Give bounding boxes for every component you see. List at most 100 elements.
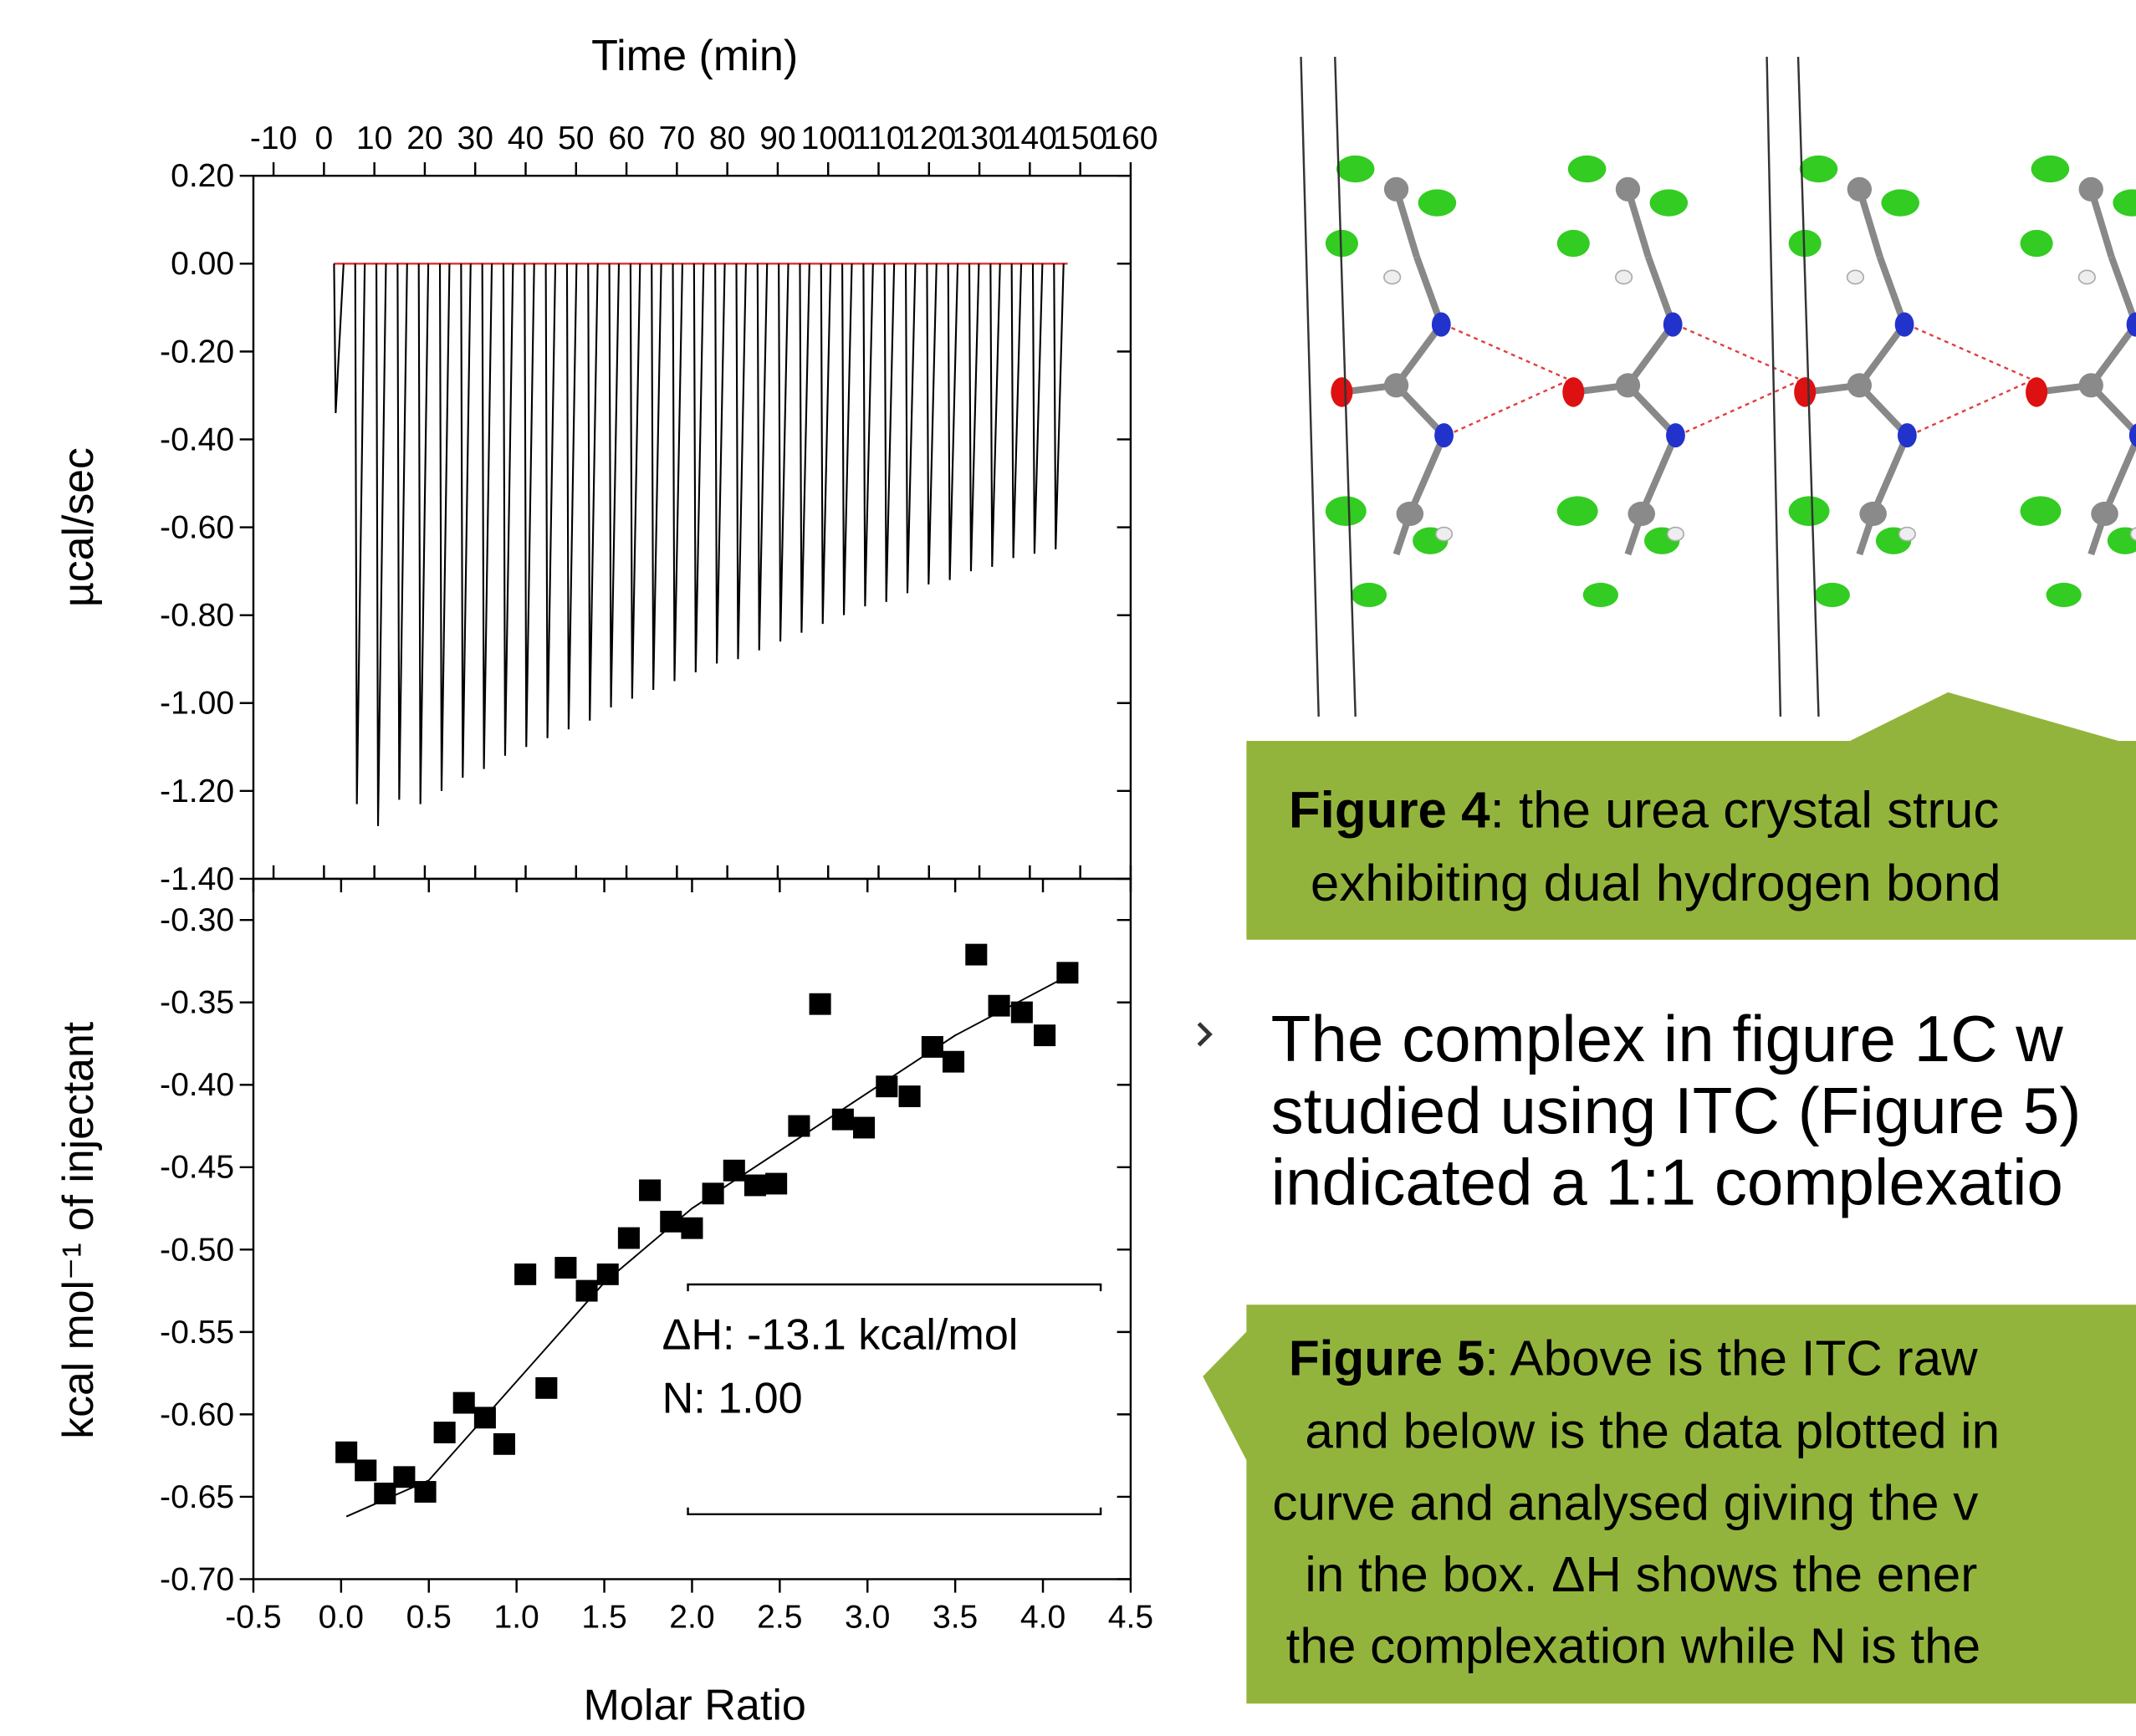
molecule-copy	[1789, 156, 2030, 607]
x-tick-label: 0.0	[319, 1600, 364, 1636]
data-point	[597, 1264, 619, 1285]
injection-peak	[800, 263, 809, 632]
injection-peak	[524, 263, 534, 747]
injection-peak	[715, 263, 724, 663]
data-point	[1034, 1024, 1055, 1046]
figure5-caption: in the box. ΔH shows the ener	[1305, 1546, 1977, 1602]
x-tick-label: 1.5	[581, 1600, 626, 1636]
data-point	[899, 1085, 921, 1107]
data-point	[514, 1264, 536, 1285]
injection-peak	[779, 263, 788, 641]
y-axis-title: kcal mol⁻¹ of injectant	[54, 1021, 103, 1438]
x-tick-label: 10	[356, 120, 392, 156]
figure5-caption: Figure 5: Above is the ITC raw	[1289, 1330, 1978, 1386]
bullet-text: indicated a 1:1 complexatio	[1271, 1146, 2063, 1219]
y-tick-label: -0.65	[160, 1479, 234, 1515]
y-tick-label: 0.00	[171, 246, 234, 282]
x-tick-label: 100	[801, 120, 856, 156]
y-tick-label: -1.40	[160, 861, 234, 897]
injection-peak	[610, 263, 619, 707]
data-point	[618, 1228, 640, 1249]
injection-peak	[1054, 263, 1063, 549]
injection-peak	[863, 263, 872, 606]
data-point	[876, 1075, 897, 1097]
injection-peak	[355, 263, 365, 804]
y-tick-label: -0.70	[160, 1562, 234, 1598]
x-tick-label: 3.5	[933, 1600, 978, 1636]
injection-peak	[503, 263, 513, 756]
x-tick-label: 40	[508, 120, 544, 156]
caption-label: Figure 5	[1289, 1330, 1484, 1386]
y-tick-label: -0.40	[160, 422, 234, 458]
x-tick-label: 90	[759, 120, 795, 156]
injection-peak	[546, 263, 555, 738]
x-tick-label: 20	[406, 120, 442, 156]
y-tick-label: -0.30	[160, 902, 234, 938]
y-tick-label: -0.60	[160, 510, 234, 546]
x-tick-label: 80	[709, 120, 745, 156]
injection-peak	[376, 263, 386, 826]
data-point	[576, 1280, 598, 1302]
injection-peak	[758, 263, 767, 650]
y-axis-title: µcal/sec	[54, 447, 103, 607]
data-point	[681, 1218, 703, 1239]
data-point	[453, 1392, 475, 1414]
injection-peak	[652, 263, 661, 690]
poster: Figure 4: the urea crystal struc exhibit…	[0, 0, 2136, 1736]
x-tick-label: 50	[558, 120, 594, 156]
injection-peak	[673, 263, 682, 681]
data-point	[989, 995, 1010, 1017]
y-tick-label: -1.00	[160, 686, 234, 722]
molecule-copy	[2021, 156, 2136, 607]
x-tick-label: 120	[902, 120, 956, 156]
y-tick-label: 0.20	[171, 158, 234, 194]
x-tick-label: 140	[1003, 120, 1057, 156]
figure4-caption: exhibiting dual hydrogen bond	[1311, 855, 2001, 912]
injection-peak	[694, 263, 703, 672]
injection-peak	[927, 263, 936, 585]
injection-peak	[842, 263, 851, 615]
bullet-text: studied using ITC (Figure 5)	[1271, 1074, 2082, 1147]
x-tick-label: -10	[250, 120, 297, 156]
injection-peak	[969, 263, 979, 571]
data-point	[965, 944, 987, 966]
data-point	[355, 1459, 376, 1481]
data-point	[554, 1257, 576, 1279]
y-tick-label: -0.55	[160, 1315, 234, 1351]
figure5-caption: curve and analysed giving the v	[1272, 1475, 1978, 1531]
x-axis-title: Time (min)	[591, 32, 798, 80]
y-tick-label: -0.60	[160, 1396, 234, 1432]
data-point	[415, 1481, 437, 1503]
data-point	[374, 1483, 396, 1504]
injection-peak	[334, 263, 343, 413]
x-tick-label: 130	[952, 120, 1006, 156]
crystal-structure-image	[1301, 57, 2136, 717]
x-tick-label: 60	[608, 120, 644, 156]
figure4-caption: Figure 4: the urea crystal struc	[1289, 782, 1999, 840]
y-tick-label: -0.50	[160, 1232, 234, 1268]
injection-peak	[440, 263, 449, 791]
page: {"chart_data": [ {"type": "spike", "xlab…	[0, 0, 2136, 1736]
data-point	[703, 1182, 724, 1204]
data-point	[335, 1442, 357, 1463]
injection-peak	[1012, 263, 1021, 558]
bullet-marker	[1198, 1024, 1209, 1045]
injection-peak	[419, 263, 428, 804]
injection-peak	[906, 263, 915, 593]
data-point	[660, 1211, 682, 1233]
injection-peak	[948, 263, 958, 580]
caption-text: : Above is the ITC raw	[1484, 1330, 1978, 1386]
data-point	[639, 1179, 661, 1201]
injection-peak	[736, 263, 745, 659]
data-point	[723, 1160, 745, 1182]
x-tick-label: 150	[1053, 120, 1107, 156]
y-tick-label: -0.80	[160, 598, 234, 634]
injection-peak	[588, 263, 597, 720]
x-tick-label: 2.0	[669, 1600, 714, 1636]
data-point	[493, 1433, 515, 1455]
injection-peak	[483, 263, 492, 768]
x-tick-label: 4.0	[1020, 1600, 1065, 1636]
figure5-caption: the complexation while N is the	[1286, 1618, 1981, 1674]
figure5-caption: and below is the data plotted in	[1305, 1403, 2000, 1459]
y-tick-label: -0.45	[160, 1150, 234, 1186]
